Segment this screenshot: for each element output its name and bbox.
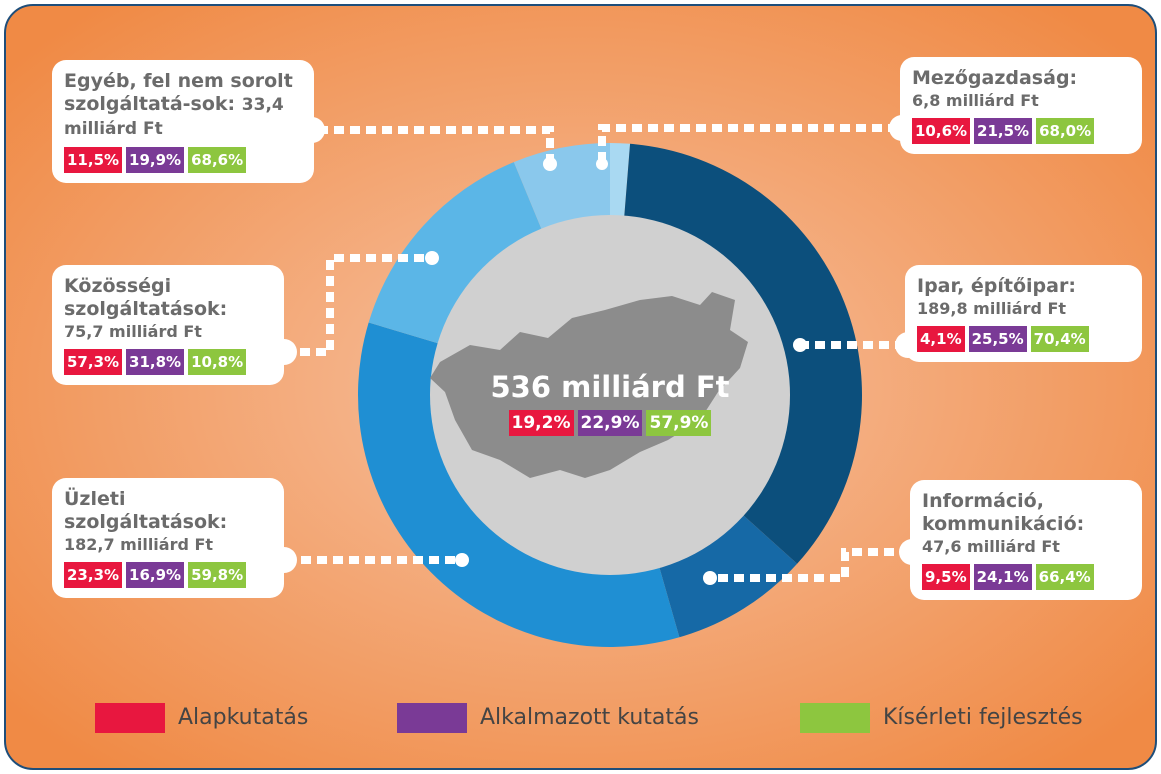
- legend-swatch: [95, 703, 165, 733]
- category-value: 6,8 milliárd Ft: [912, 91, 1039, 110]
- share-badge: 66,4%: [1035, 564, 1094, 590]
- share-badges: 57,3% 31,8% 10,8%: [64, 349, 272, 375]
- category-label: Információ, kommunikáció:: [922, 490, 1085, 535]
- share-badge: 4,1%: [917, 326, 965, 352]
- total-share-badge: 57,9%: [646, 410, 712, 436]
- category-value: 182,7 milliárd Ft: [64, 535, 214, 554]
- total-badges: 19,2% 22,9% 57,9%: [430, 410, 790, 436]
- connectors: [285, 124, 910, 582]
- share-badges: 10,6% 21,5% 68,0%: [912, 118, 1130, 144]
- share-badges: 23,3% 16,9% 59,8%: [64, 562, 272, 588]
- category-name: Üzleti szolgáltatások: 182,7 milliárd Ft: [64, 488, 272, 556]
- legend-label: Kísérleti fejlesztés: [883, 705, 1083, 730]
- category-name: Ipar, építőipar: 189,8 milliárd Ft: [917, 275, 1130, 320]
- category-label: Ipar, építőipar:: [917, 275, 1076, 297]
- share-badge: 9,5%: [922, 564, 970, 590]
- category-box: Ipar, építőipar: 189,8 milliárd Ft 4,1% 25…: [905, 265, 1142, 362]
- share-badge: 10,6%: [912, 118, 971, 144]
- share-badge: 70,4%: [1030, 326, 1089, 352]
- share-badge: 16,9%: [126, 562, 185, 588]
- share-badge: 21,5%: [974, 118, 1033, 144]
- category-box: Közösségi szolgáltatások: 75,7 milliárd …: [52, 265, 284, 385]
- share-badges: 11,5% 19,9% 68,6%: [64, 147, 302, 173]
- donut: [358, 143, 863, 648]
- share-badge: 10,8%: [188, 349, 247, 375]
- share-badge: 24,1%: [973, 564, 1032, 590]
- share-badge: 23,3%: [64, 562, 123, 588]
- donut-segment: [659, 514, 798, 638]
- legend-swatch: [800, 703, 870, 733]
- share-badges: 9,5% 24,1% 66,4%: [922, 564, 1130, 590]
- legend-swatch: [397, 703, 467, 733]
- category-value: 75,7 milliárd Ft: [64, 322, 202, 341]
- category-box: Mezőgazdaság: 6,8 milliárd Ft 10,6% 21,5% 6…: [900, 57, 1142, 154]
- category-label: Üzleti szolgáltatások:: [64, 488, 228, 533]
- share-badges: 4,1% 25,5% 70,4%: [917, 326, 1130, 352]
- share-badge: 11,5%: [64, 147, 123, 173]
- total-share-badge: 22,9%: [577, 410, 643, 436]
- category-value: 189,8 milliárd Ft: [917, 299, 1067, 318]
- category-value: 47,6 milliárd Ft: [922, 537, 1060, 556]
- total-label: 536 milliárd Ft: [490, 370, 730, 404]
- category-label: Egyéb, fel nem sorolt szolgáltatá-sok:: [64, 70, 293, 115]
- category-box: Információ, kommunikáció: 47,6 milliárd …: [910, 480, 1142, 600]
- share-badge: 68,6%: [188, 147, 247, 173]
- share-badge: 19,9%: [126, 147, 185, 173]
- category-box: Üzleti szolgáltatások: 182,7 milliárd Ft…: [52, 478, 284, 598]
- share-badge: 68,0%: [1036, 118, 1095, 144]
- category-name: Közösségi szolgáltatások: 75,7 milliárd …: [64, 275, 272, 343]
- category-name: Egyéb, fel nem sorolt szolgáltatá-sok: 3…: [64, 70, 302, 141]
- share-badge: 25,5%: [968, 326, 1027, 352]
- center-label: 536 milliárd Ft 19,2% 22,9% 57,9%: [430, 370, 790, 436]
- donut-segment: [513, 143, 610, 231]
- legend-label: Alkalmazott kutatás: [480, 705, 699, 730]
- donut-segment: [610, 143, 631, 218]
- category-value: 33,4 milliárd Ft: [64, 95, 284, 139]
- category-box: Egyéb, fel nem sorolt szolgáltatá-sok: 3…: [52, 60, 314, 183]
- donut-segment: [368, 162, 543, 344]
- legend-label: Alapkutatás: [178, 705, 309, 730]
- donut-segment: [624, 143, 863, 564]
- share-badge: 31,8%: [126, 349, 185, 375]
- category-name: Mezőgazdaság: 6,8 milliárd Ft: [912, 67, 1130, 112]
- total-share-badge: 19,2%: [508, 410, 574, 436]
- category-label: Közösségi szolgáltatások:: [64, 275, 228, 320]
- category-name: Információ, kommunikáció: 47,6 milliárd …: [922, 490, 1130, 558]
- share-badge: 59,8%: [188, 562, 247, 588]
- category-label: Mezőgazdaság:: [912, 67, 1078, 89]
- share-badge: 57,3%: [64, 349, 123, 375]
- donut-segment: [358, 322, 680, 648]
